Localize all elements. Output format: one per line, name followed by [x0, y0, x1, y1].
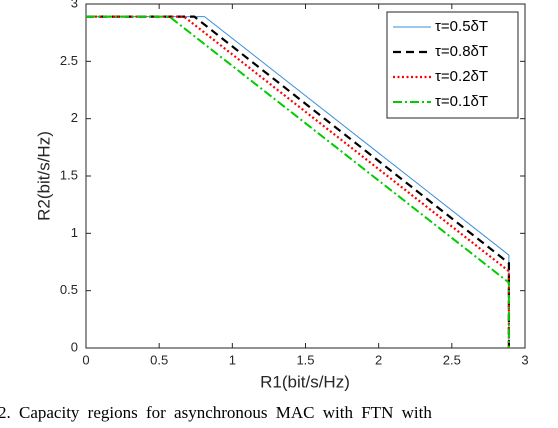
y-tick-label: 3	[71, 0, 78, 10]
x-tick-label: 0	[82, 352, 89, 367]
x-tick-label: 0.5	[150, 352, 168, 367]
legend-label: τ=0.8δT	[435, 43, 488, 60]
x-tick-label: 3	[521, 352, 528, 367]
legend-box	[386, 11, 519, 119]
x-tick-label: 1	[229, 352, 236, 367]
y-tick-label: 2.5	[60, 53, 78, 68]
y-tick-label: 1.5	[60, 167, 78, 182]
y-axis-label: R2(bit/s/Hz)	[34, 131, 53, 221]
legend-label: τ=0.5δT	[435, 18, 488, 35]
series-line	[86, 15, 511, 348]
y-tick-label: 0	[71, 339, 78, 354]
x-axis-label: R1(bit/s/Hz)	[260, 372, 350, 391]
x-tick-label: 2.5	[443, 352, 461, 367]
series-line	[86, 15, 510, 348]
legend-label: τ=0.2δT	[435, 68, 488, 85]
legend-label: τ=0.1δT	[435, 93, 488, 110]
x-tick-label: 2	[375, 352, 382, 367]
y-tick-label: 1	[71, 225, 78, 240]
caption: 2. Capacity regions for asynchronous MAC…	[0, 403, 432, 422]
x-tick-label: 1.5	[296, 352, 314, 367]
y-tick-label: 2	[71, 110, 78, 125]
y-tick-label: 0.5	[60, 282, 78, 297]
